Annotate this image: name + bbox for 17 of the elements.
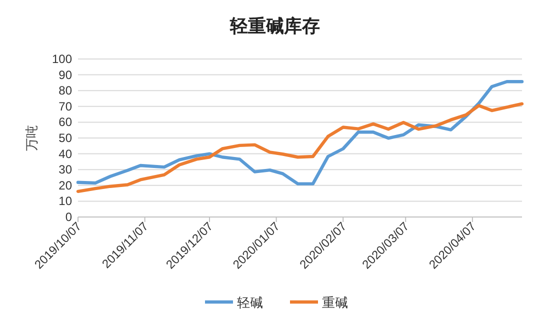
y-tick-label: 60: [58, 115, 72, 130]
y-tick-label: 40: [58, 146, 72, 161]
legend-label: 重碱: [322, 295, 348, 310]
y-tick-label: 10: [58, 194, 72, 208]
y-axis-title: 万吨: [24, 125, 39, 151]
y-tick-label: 70: [58, 99, 72, 114]
y-tick-label: 30: [58, 162, 72, 177]
y-tick-label: 90: [58, 68, 72, 82]
y-tick-label: 100: [52, 52, 72, 66]
y-tick-label: 0: [65, 210, 72, 224]
line-series: [76, 102, 524, 193]
y-tick-label: 20: [58, 178, 72, 192]
y-tick-label: 50: [58, 131, 72, 145]
legend-label: 轻碱: [237, 295, 263, 310]
line-series: [76, 80, 524, 186]
chart-title: 轻重碱库存: [229, 16, 320, 36]
y-tick-label: 80: [58, 84, 72, 98]
